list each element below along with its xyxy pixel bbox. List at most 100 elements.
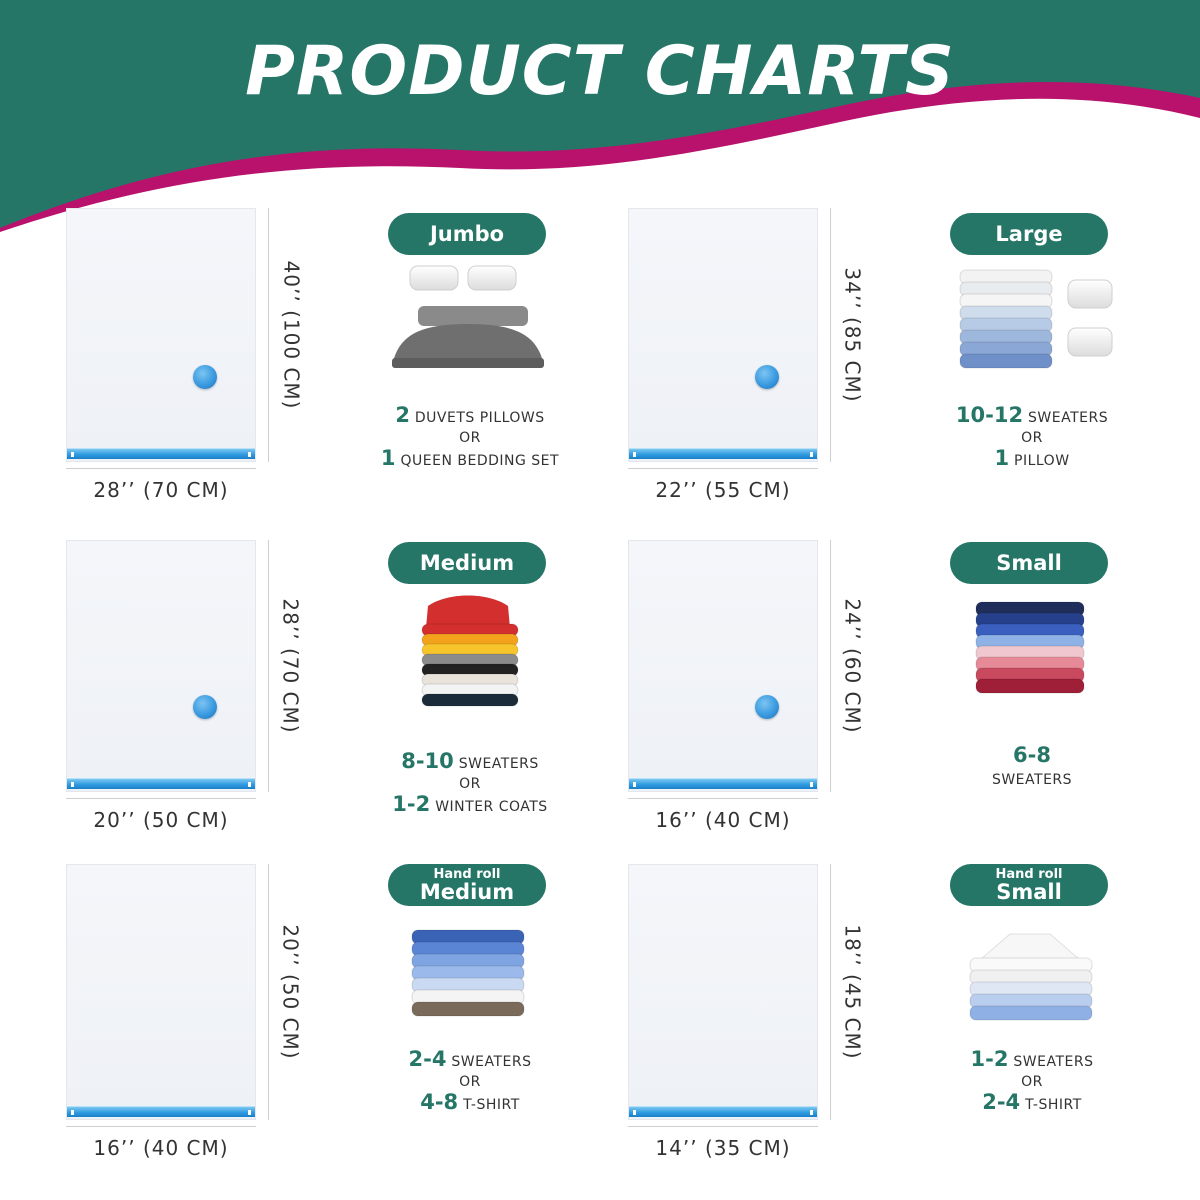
height-text: 20’’ (50 CM) xyxy=(279,924,303,1060)
product-card: 18’’ (45 CM) 14’’ (35 CM) Hand roll Small 1-… xyxy=(562,864,1162,1194)
capacity-text: 2-4 SWEATERS OR 4-8 T-SHIRT xyxy=(340,1048,600,1116)
capacity-item: QUEEN BEDDING SET xyxy=(395,453,560,469)
product-card: 24’’ (60 CM) 16’’ (40 CM) Small 6-8 SWEATERS xyxy=(562,540,1162,870)
height-dimension-line xyxy=(830,208,831,462)
capacity-item: SWEATERS xyxy=(1023,410,1109,426)
capacity-text: 1-2 SWEATERS OR 2-4 T-SHIRT xyxy=(902,1048,1162,1116)
capacity-item: T-SHIRT xyxy=(1020,1097,1082,1113)
height-dimension-line xyxy=(268,208,269,462)
size-badge: Small xyxy=(950,542,1108,584)
size-badge-label: Jumbo xyxy=(429,222,505,246)
shirt-stack-white-illustration xyxy=(940,914,1120,1044)
header-wave xyxy=(0,0,1200,232)
height-dimension-line xyxy=(268,864,269,1120)
vacuum-bag-image xyxy=(628,540,818,792)
width-label: 14’’ (35 CM) xyxy=(655,1136,791,1160)
sweater-stack-colorful-illustration xyxy=(378,588,558,718)
zipper-strip xyxy=(67,778,255,789)
height-dimension-line xyxy=(268,540,269,792)
capacity-line: 2 DUVETS PILLOWS xyxy=(340,404,600,429)
valve-icon xyxy=(755,365,779,389)
capacity-line: OR xyxy=(1021,1074,1043,1090)
size-badge: Large xyxy=(950,213,1108,255)
capacity-text: 8-10 SWEATERS OR 1-2 WINTER COATS xyxy=(340,750,600,818)
capacity-item: T-SHIRT xyxy=(458,1097,520,1113)
size-badge: Hand roll Medium xyxy=(388,864,546,906)
width-dimension-line xyxy=(66,1126,256,1127)
capacity-line: 2-4 T-SHIRT xyxy=(902,1091,1162,1116)
capacity-line: 1 QUEEN BEDDING SET xyxy=(340,447,600,472)
capacity-item: SWEATERS xyxy=(991,772,1073,788)
capacity-text: 2 DUVETS PILLOWS OR 1 QUEEN BEDDING SET xyxy=(340,404,600,472)
vacuum-bag-image xyxy=(628,864,818,1120)
capacity-quantity: 4-8 xyxy=(420,1090,459,1114)
sweater-stack-blue-pink-illustration xyxy=(940,588,1120,718)
capacity-line: 1-2 WINTER COATS xyxy=(340,793,600,818)
height-label: 20’’ (50 CM) xyxy=(276,864,306,1120)
height-text: 24’’ (60 CM) xyxy=(841,598,865,734)
capacity-text: 6-8 SWEATERS xyxy=(902,744,1162,791)
vacuum-bag-image xyxy=(66,540,256,792)
height-text: 34’’ (85 CM) xyxy=(841,267,865,403)
vacuum-bag-image xyxy=(628,208,818,462)
size-badge-label: Small xyxy=(996,879,1062,904)
vacuum-bag-image xyxy=(66,208,256,462)
width-label: 28’’ (70 CM) xyxy=(93,478,229,502)
capacity-quantity: 2-4 xyxy=(982,1090,1021,1114)
height-label: 28’’ (70 CM) xyxy=(276,540,306,792)
size-badge-label: Medium xyxy=(419,551,515,575)
capacity-line: SWEATERS xyxy=(902,768,1162,791)
page-title: PRODUCT CHARTS xyxy=(245,32,955,111)
width-label: 16’’ (40 CM) xyxy=(93,1136,229,1160)
capacity-quantity: 6-8 xyxy=(1013,743,1051,767)
width-dimension-line xyxy=(66,468,256,469)
product-card: 28’’ (70 CM) 20’’ (50 CM) Medium 8-10 SWEAT… xyxy=(0,540,600,870)
zipper-strip xyxy=(629,1106,817,1117)
valve-icon xyxy=(755,695,779,719)
capacity-line: OR xyxy=(459,430,481,446)
width-dimension-line xyxy=(628,1126,818,1127)
zipper-strip xyxy=(67,1106,255,1117)
height-label: 34’’ (85 CM) xyxy=(838,208,868,462)
width-label: 20’’ (50 CM) xyxy=(93,808,229,832)
height-label: 18’’ (45 CM) xyxy=(838,864,868,1120)
size-badge: Medium xyxy=(388,542,546,584)
capacity-quantity: 10-12 xyxy=(955,403,1024,427)
valve-icon xyxy=(193,365,217,389)
capacity-line: OR xyxy=(1021,430,1043,446)
capacity-quantity: 1 xyxy=(994,446,1010,470)
product-card: 20’’ (50 CM) 16’’ (40 CM) Hand roll Medium 2… xyxy=(0,864,600,1194)
size-badge-sublabel: Hand roll xyxy=(433,866,501,882)
capacity-item: SWEATERS xyxy=(453,756,539,772)
shirts-and-pillows-illustration xyxy=(940,258,1120,388)
capacity-quantity: 2 xyxy=(395,403,410,427)
height-text: 18’’ (45 CM) xyxy=(841,924,865,1060)
capacity-quantity: 1 xyxy=(380,446,396,470)
bed-with-pillows-illustration xyxy=(378,258,558,388)
width-dimension-line xyxy=(628,798,818,799)
product-card: 34’’ (85 CM) 22’’ (55 CM) Large 10-12 SWEAT… xyxy=(562,208,1162,538)
height-label: 40’’ (100 CM) xyxy=(276,208,306,462)
capacity-line: 8-10 SWEATERS xyxy=(340,750,600,775)
zipper-strip xyxy=(629,778,817,789)
shirt-stack-blue-illustration xyxy=(378,914,558,1044)
capacity-line: 1 PILLOW xyxy=(902,447,1162,472)
size-badge: Jumbo xyxy=(388,213,546,255)
capacity-quantity: 8-10 xyxy=(401,749,454,773)
capacity-line: 10-12 SWEATERS xyxy=(902,404,1162,429)
size-badge-label: Large xyxy=(995,222,1063,246)
valve-icon xyxy=(193,695,217,719)
capacity-quantity: 2-4 xyxy=(408,1047,447,1071)
capacity-quantity: 1-2 xyxy=(970,1047,1009,1071)
vacuum-bag-image xyxy=(66,864,256,1120)
width-dimension-line xyxy=(66,798,256,799)
height-text: 40’’ (100 CM) xyxy=(279,260,304,410)
capacity-item: SWEATERS xyxy=(1008,1054,1094,1070)
capacity-line: 1-2 SWEATERS xyxy=(902,1048,1162,1073)
capacity-item: PILLOW xyxy=(1009,453,1070,469)
zipper-strip xyxy=(67,448,255,459)
header-banner: PRODUCT CHARTS xyxy=(0,0,1200,240)
width-label: 22’’ (55 CM) xyxy=(655,478,791,502)
zipper-strip xyxy=(629,448,817,459)
width-label: 16’’ (40 CM) xyxy=(655,808,791,832)
